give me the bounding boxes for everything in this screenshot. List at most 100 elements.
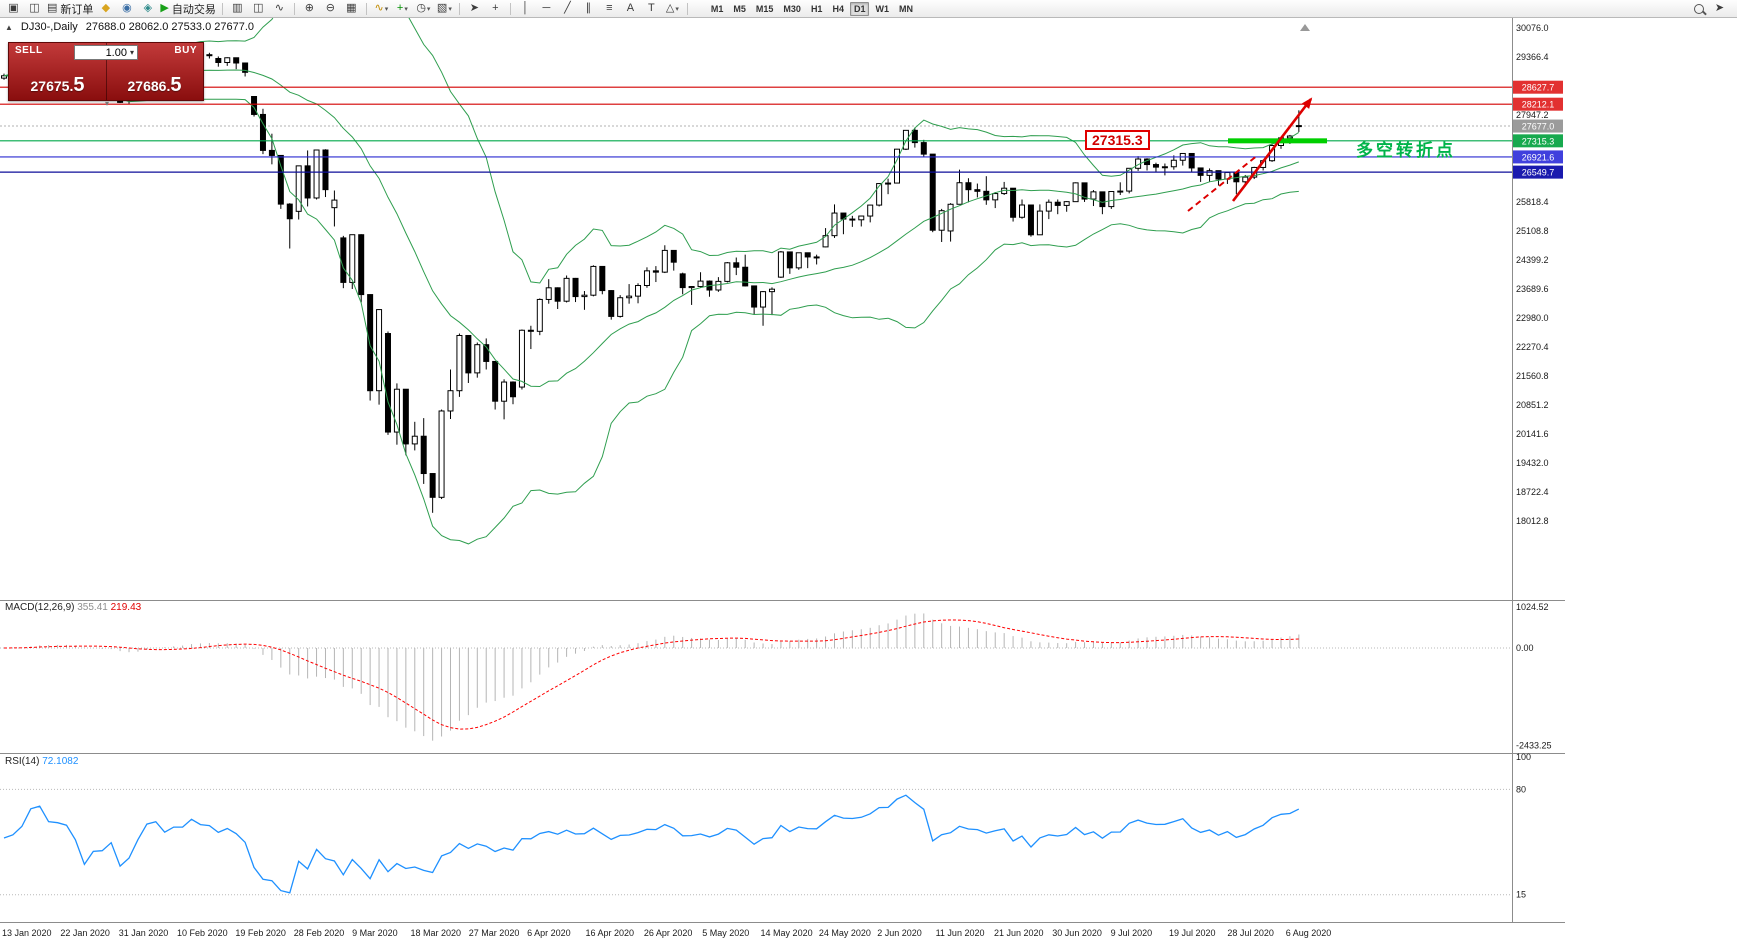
crosshair-icon[interactable]: + [485, 1, 506, 17]
timeframe-m15[interactable]: M15 [755, 3, 774, 14]
price-tag [1513, 97, 1563, 111]
rsi-line [3, 794, 1300, 894]
trendline-icon[interactable]: ╱ [557, 1, 578, 17]
timeframe-m5[interactable]: M5 [733, 3, 746, 14]
up-arrow[interactable] [1231, 98, 1313, 202]
rsi-panel[interactable] [0, 753, 1512, 922]
candle-up [715, 280, 722, 291]
toolbar-separator [686, 2, 688, 15]
price-tag-label: 26921.6 [1522, 152, 1555, 162]
fibonacci-icon[interactable]: ≡ [599, 1, 620, 17]
timeframe-m30[interactable]: M30 [783, 3, 801, 14]
line-chart-icon[interactable]: ∿ [269, 1, 290, 17]
zoom-out-icon: ⊖ [325, 2, 335, 14]
candle-up [447, 390, 454, 412]
timeframe-d1[interactable]: D1 [849, 1, 870, 16]
date-label: 26 Apr 2020 [644, 928, 693, 938]
channel-icon[interactable]: ∥ [578, 1, 599, 17]
text-icon[interactable]: A [620, 1, 641, 17]
chart-ohlc: 27688.0 28062.0 27533.0 27677.0 [85, 21, 254, 33]
zoom-in-icon[interactable]: ⊕ [299, 1, 320, 17]
autotrading-button[interactable]: ▶ 自动交易 [158, 1, 217, 17]
one-click-collapse-caret-icon[interactable]: ▾ [105, 99, 110, 108]
candle-up [1072, 182, 1079, 203]
date-label: 6 Apr 2020 [527, 928, 571, 938]
horizontal-line-icon[interactable]: ─ [536, 1, 557, 17]
price-tag [1513, 119, 1563, 133]
buy-button[interactable]: BUY 27686.5 [106, 43, 203, 100]
pivot-annotation-text[interactable]: 多空转折点 [1356, 141, 1456, 160]
timeframe-w1[interactable]: W1 [875, 3, 889, 14]
indicators-icon[interactable]: ∿ ▾ [371, 1, 392, 17]
candle-down [786, 251, 793, 269]
cursor-mode-icon[interactable]: ➤ [1709, 1, 1730, 17]
candle-down [813, 256, 820, 259]
candlestick-chart-icon[interactable]: ◫ [248, 1, 269, 17]
lot-size-input[interactable]: 1.00 ▾ [74, 45, 138, 60]
tile-grid-icon[interactable]: ▦ [341, 1, 362, 17]
candle-up [1117, 190, 1124, 193]
main-chart-plot[interactable] [0, 18, 1512, 600]
community-icon[interactable]: ◉ [116, 1, 137, 17]
templates-icon[interactable]: ▧ ▾ [434, 1, 455, 17]
candle-down [1054, 201, 1061, 206]
bar-chart-icon[interactable]: ▥ [227, 1, 248, 17]
bollinger-middle-band [3, 66, 1299, 388]
price-callout[interactable]: 27315.3 [1085, 130, 1150, 150]
candle-down [429, 473, 436, 498]
vertical-line-icon: │ [521, 2, 529, 14]
bollinger-lower-band [3, 75, 1299, 545]
date-label: 13 Jan 2020 [2, 928, 52, 938]
new-order-button[interactable]: ▤ 新订单 [45, 1, 95, 17]
lot-dropdown-caret-icon[interactable]: ▾ [129, 48, 134, 57]
date-label: 5 May 2020 [702, 928, 749, 938]
label-icon: T [648, 2, 655, 14]
candle-down [554, 287, 561, 302]
timeframe-m1[interactable]: M1 [710, 3, 724, 14]
price-tag [1513, 150, 1563, 164]
candle-up [224, 57, 231, 64]
cursor-icon[interactable]: ➤ [464, 1, 485, 17]
macd-axis-label: 1024.52 [1516, 602, 1549, 612]
vertical-line-icon[interactable]: │ [515, 1, 536, 17]
rsi-value: 72.1082 [42, 756, 79, 767]
timeframe-mn[interactable]: MN [898, 3, 913, 14]
candle-up [885, 182, 892, 185]
macd-signal-line [3, 619, 1299, 730]
up-arrow-head [1301, 97, 1313, 109]
zoom-out-icon[interactable]: ⊖ [320, 1, 341, 17]
candle-up [858, 215, 865, 221]
market-icon[interactable]: ◈ [137, 1, 158, 17]
date-label: 21 Jun 2020 [994, 928, 1044, 938]
candle-up [1036, 210, 1043, 236]
market-icon: ◈ [143, 2, 153, 14]
time-axis[interactable] [0, 922, 1565, 946]
buy-price: 27686.5 [127, 74, 182, 96]
candle-down [652, 270, 659, 273]
chart-shift-marker[interactable] [1300, 24, 1310, 31]
candle-up [1063, 201, 1070, 206]
date-label: 30 Jun 2020 [1052, 928, 1102, 938]
candle-up [536, 298, 543, 332]
metaquotes-app-icon[interactable]: ◆ [95, 1, 116, 17]
chart-window-icon[interactable]: ▣ [3, 1, 24, 17]
timeframe-toolbar: M1 M5 M15 M30 H1 H4 D1 W1 MN [706, 1, 918, 16]
sell-price: 27675.5 [30, 74, 85, 96]
fibonacci-icon: ≡ [606, 2, 613, 14]
shapes-icon[interactable]: △ ▾ [662, 1, 683, 17]
one-click-trading-panel[interactable]: SELL 27675.5 BUY 27686.5 1.00 ▾ [8, 42, 204, 101]
trendline-icon: ╱ [564, 2, 571, 14]
candle-down [1188, 152, 1195, 169]
search-icon[interactable] [1688, 1, 1709, 17]
tile-windows-icon[interactable]: ◫ [24, 1, 45, 17]
trend-dashes[interactable] [1187, 154, 1259, 212]
timeframe-h1[interactable]: H1 [810, 3, 823, 14]
price-tick-label: 21560.8 [1516, 371, 1549, 381]
macd-panel[interactable] [0, 600, 1512, 753]
sell-button[interactable]: SELL 27675.5 [9, 43, 107, 100]
price-tick-label: 30076.0 [1516, 23, 1549, 33]
add-indicator-icon[interactable]: + ▾ [392, 1, 413, 17]
timeframe-h4[interactable]: H4 [832, 3, 844, 14]
label-icon[interactable]: T [641, 1, 662, 17]
periods-icon[interactable]: ◷ ▾ [413, 1, 434, 17]
